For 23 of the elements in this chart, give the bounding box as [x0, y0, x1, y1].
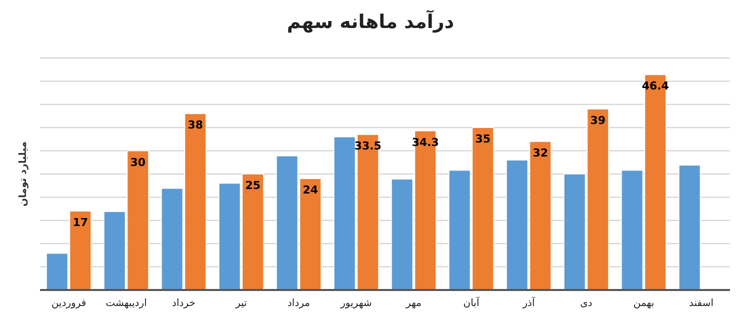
- chart-title: درآمد ماهانه سهم: [286, 9, 454, 33]
- x-tick-label: مهر: [405, 298, 422, 309]
- x-tick-label: شهریور: [340, 298, 372, 309]
- x-tick-label: تیر: [234, 298, 248, 309]
- bar: [678, 164, 701, 290]
- x-tick-label: اردیبهشت: [106, 298, 147, 309]
- data-label: 17: [72, 216, 88, 230]
- x-tick-label: بهمن: [633, 298, 654, 309]
- x-tick-label: آذر: [522, 296, 536, 309]
- y-axis-title: میلیارد تومان: [18, 141, 29, 207]
- x-tick-label: آبان: [463, 296, 480, 309]
- x-tick-label: خرداد: [172, 298, 196, 309]
- x-tick-label: اسفند: [689, 298, 714, 309]
- x-tick-label: مرداد: [287, 298, 310, 309]
- data-label: 25: [245, 179, 261, 192]
- data-label: 35: [475, 132, 491, 146]
- x-tick-label: دی: [580, 298, 592, 309]
- data-label: 32: [532, 146, 548, 160]
- data-label: 39: [590, 114, 606, 128]
- x-tick-label: فروردین: [51, 298, 86, 309]
- data-label: 24: [302, 184, 318, 197]
- data-label: 30: [130, 156, 146, 169]
- data-label: 38: [188, 118, 204, 132]
